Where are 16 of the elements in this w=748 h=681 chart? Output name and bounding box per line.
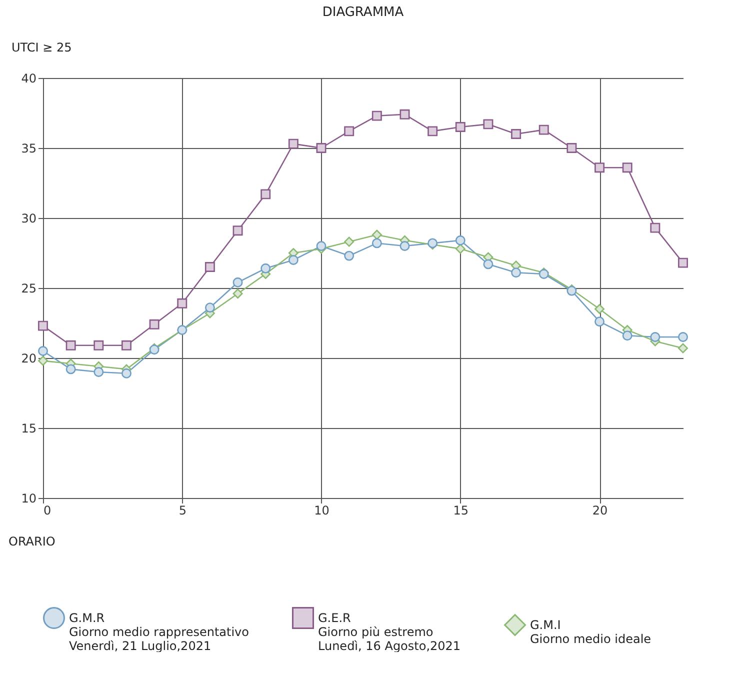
y-tick-label: 40	[21, 72, 36, 86]
y-tick-label: 25	[21, 282, 36, 296]
y-axis-title: UTCI ≥ 25	[12, 40, 72, 54]
y-tick-label: 10	[21, 492, 36, 506]
x-tick-label: 0	[44, 504, 52, 518]
x-tick-label: 20	[592, 504, 608, 518]
x-axis-title: ORARIO	[8, 534, 56, 548]
y-tick-label: 15	[21, 422, 36, 436]
y-tick-label: 30	[21, 212, 36, 226]
chart-title: DIAGRAMMA	[322, 5, 404, 20]
x-tick-label: 5	[178, 504, 186, 518]
legend-label: G.M.I Giorno medio ideale	[530, 618, 652, 646]
y-tick-label: 35	[21, 142, 36, 156]
y-tick-label: 20	[21, 352, 36, 366]
x-tick-label: 15	[453, 504, 469, 518]
x-tick-label: 10	[314, 504, 330, 518]
